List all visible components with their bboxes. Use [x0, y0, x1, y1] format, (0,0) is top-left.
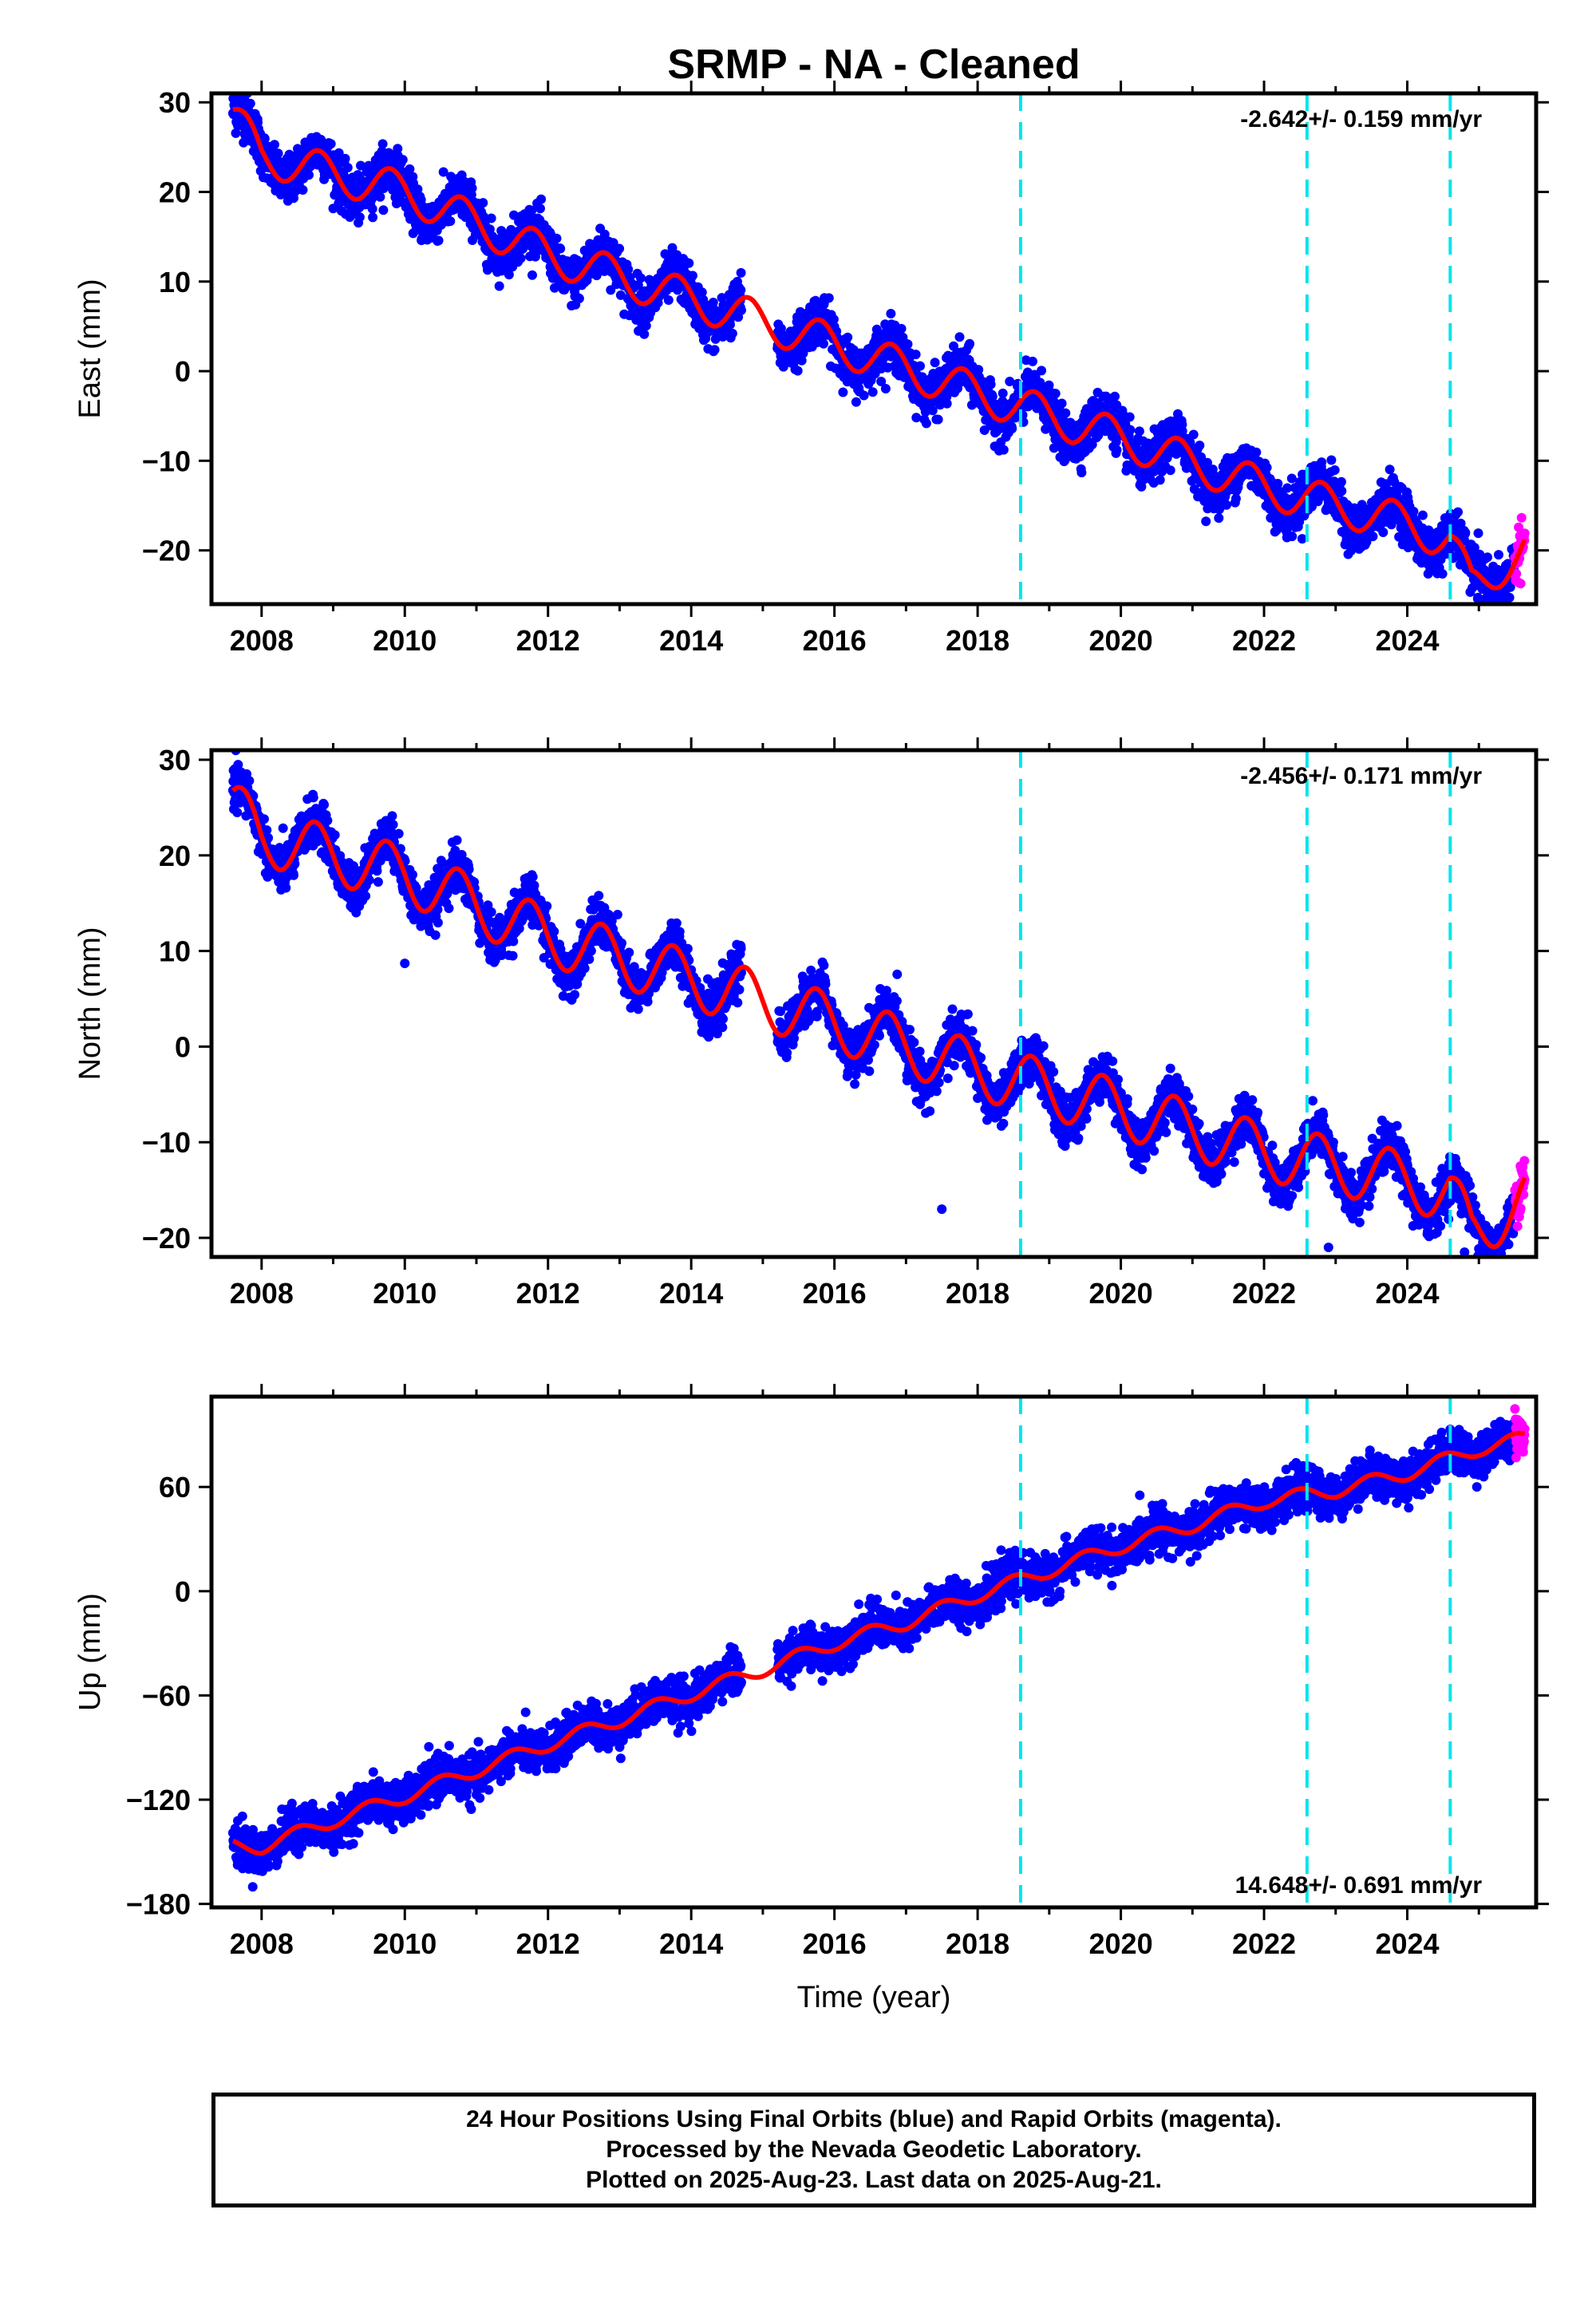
- east-y-axis-label: East (mm): [73, 279, 107, 418]
- east-rate-label: -2.642+/- 0.159 mm/yr: [1240, 106, 1482, 132]
- footer-line-3: Plotted on 2025-Aug-23. Last data on 202…: [586, 2165, 1162, 2195]
- up-y-tick-label: −60: [142, 1679, 191, 1712]
- east-x-tick-label: 2008: [230, 624, 294, 657]
- north-final-orbit-points: [228, 745, 1519, 1273]
- east-x-tick-label: 2010: [373, 624, 437, 657]
- east-x-tick-label: 2014: [659, 624, 723, 657]
- north-y-axis-label: North (mm): [73, 927, 107, 1080]
- north-panel: 2008 2010 2012 2014 2016 2018 2020 2022 2024−20−…: [73, 737, 1549, 1310]
- north-rapid-point: [1519, 1156, 1529, 1166]
- north-y-tick-label: 30: [159, 744, 191, 777]
- north-x-tick-label: 2022: [1232, 1277, 1296, 1310]
- up-x-tick-label: 2020: [1089, 1927, 1153, 1960]
- up-x-tick-label: 2016: [803, 1927, 867, 1960]
- north-y-tick-label: 10: [159, 935, 191, 968]
- up-final-orbit-points: [228, 1417, 1519, 1891]
- north-y-tick-label: 20: [159, 840, 191, 872]
- east-y-tick-label: −10: [142, 445, 191, 477]
- up-x-tick-label: 2010: [373, 1927, 437, 1960]
- east-x-tick-label: 2022: [1232, 624, 1296, 657]
- north-x-tick-label: 2014: [659, 1277, 723, 1310]
- east-rapid-point: [1520, 528, 1530, 538]
- east-rapid-point: [1516, 579, 1526, 588]
- footer-line-2: Processed by the Nevada Geodetic Laborat…: [606, 2135, 1141, 2165]
- up-y-tick-label: −180: [126, 1888, 191, 1921]
- north-y-tick-label: −20: [142, 1222, 191, 1255]
- north-rapid-point: [1513, 1222, 1523, 1231]
- east-y-tick-label: 10: [159, 266, 191, 298]
- east-x-tick-label: 2012: [516, 624, 580, 657]
- north-x-tick-label: 2012: [516, 1277, 580, 1310]
- up-x-tick-label: 2014: [659, 1927, 723, 1960]
- east-x-tick-label: 2018: [946, 624, 1009, 657]
- east-y-tick-label: −20: [142, 535, 191, 567]
- panels: 2008 2010 2012 2014 2016 2018 2020 2022 2024−20−…: [73, 81, 1549, 1960]
- figure-title: SRMP - NA - Cleaned: [667, 41, 1080, 88]
- east-panel: 2008 2010 2012 2014 2016 2018 2020 2022 2024−20−…: [73, 81, 1549, 657]
- north-outlier-point: [937, 1204, 946, 1214]
- north-x-tick-label: 2008: [230, 1277, 294, 1310]
- up-x-tick-label: 2018: [946, 1927, 1009, 1960]
- north-rate-label: -2.456+/- 0.171 mm/yr: [1240, 763, 1482, 789]
- north-final-point-cloud: [228, 745, 1519, 1273]
- east-x-tick-label: 2024: [1375, 624, 1439, 657]
- up-final-point-cloud: [228, 1417, 1519, 1891]
- up-y-tick-label: −120: [126, 1784, 191, 1816]
- east-y-tick-label: 0: [175, 355, 191, 388]
- up-rapid-point: [1519, 1447, 1528, 1456]
- east-y-tick-label: 30: [159, 86, 191, 119]
- north-x-tick-label: 2020: [1089, 1277, 1153, 1310]
- north-y-tick-label: 0: [175, 1030, 191, 1063]
- east-x-tick-label: 2016: [803, 624, 867, 657]
- east-model-line: [233, 109, 1525, 588]
- up-frame: [211, 1397, 1536, 1907]
- north-plot-area: [228, 745, 1530, 1273]
- up-plot-area: [228, 1397, 1530, 1907]
- up-y-tick-label: 60: [159, 1471, 191, 1504]
- north-x-tick-label: 2016: [803, 1277, 867, 1310]
- x-axis-label: Time (year): [797, 1981, 951, 2014]
- east-plot-area: [228, 89, 1530, 617]
- east-final-point-cloud: [228, 89, 1519, 617]
- footer-caption-box: 24 Hour Positions Using Final Orbits (bl…: [211, 2093, 1536, 2207]
- north-x-tick-label: 2018: [946, 1277, 1009, 1310]
- up-x-tick-label: 2012: [516, 1927, 580, 1960]
- north-outlier-point: [400, 958, 409, 968]
- east-x-tick-label: 2020: [1089, 624, 1153, 657]
- north-x-tick-label: 2024: [1375, 1277, 1439, 1310]
- north-outlier-point: [1324, 1243, 1333, 1252]
- east-final-orbit-points: [228, 89, 1519, 617]
- east-rapid-point: [1517, 513, 1527, 523]
- up-x-tick-label: 2008: [230, 1927, 294, 1960]
- north-y-tick-label: −10: [142, 1126, 191, 1159]
- up-x-tick-label: 2024: [1375, 1927, 1439, 1960]
- up-y-axis-label: Up (mm): [73, 1593, 107, 1711]
- up-panel: 2008 2010 2012 2014 2016 2018 2020 2022 2024 −180…: [73, 1384, 1549, 1960]
- up-x-tick-label: 2022: [1232, 1927, 1296, 1960]
- up-rapid-point: [1510, 1404, 1519, 1413]
- up-y-tick-label: 0: [175, 1575, 191, 1608]
- east-y-tick-label: 20: [159, 176, 191, 209]
- footer-line-1: 24 Hour Positions Using Final Orbits (bl…: [466, 2105, 1282, 2135]
- north-x-tick-label: 2010: [373, 1277, 437, 1310]
- up-rate-label: 14.648+/- 0.691 mm/yr: [1235, 1872, 1483, 1899]
